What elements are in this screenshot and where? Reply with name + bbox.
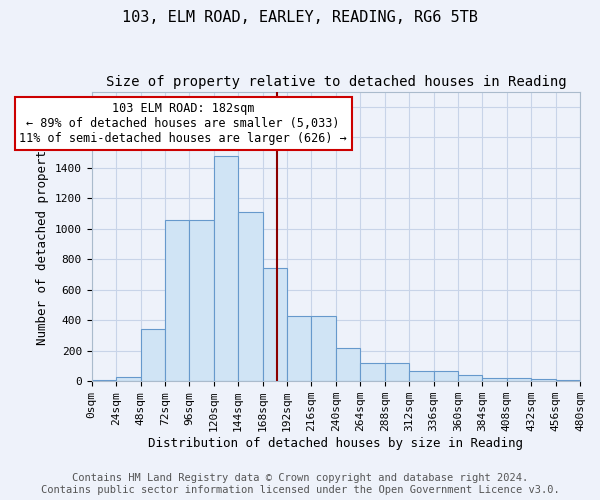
Bar — [336, 348, 360, 381]
Bar — [531, 379, 556, 381]
Bar — [311, 316, 336, 381]
Bar — [214, 156, 238, 381]
Bar — [458, 375, 482, 381]
Bar — [190, 220, 214, 381]
Bar — [556, 380, 580, 381]
Bar — [92, 380, 116, 381]
Text: 103, ELM ROAD, EARLEY, READING, RG6 5TB: 103, ELM ROAD, EARLEY, READING, RG6 5TB — [122, 10, 478, 25]
Bar — [409, 370, 434, 381]
Text: Contains HM Land Registry data © Crown copyright and database right 2024.
Contai: Contains HM Land Registry data © Crown c… — [41, 474, 559, 495]
Bar — [434, 370, 458, 381]
Bar — [263, 268, 287, 381]
Bar — [507, 378, 531, 381]
Bar — [238, 212, 263, 381]
Y-axis label: Number of detached properties: Number of detached properties — [37, 128, 49, 345]
Bar — [360, 363, 385, 381]
Bar — [116, 376, 140, 381]
Bar — [165, 220, 190, 381]
Title: Size of property relative to detached houses in Reading: Size of property relative to detached ho… — [106, 75, 566, 89]
Bar — [385, 363, 409, 381]
Text: 103 ELM ROAD: 182sqm
← 89% of detached houses are smaller (5,033)
11% of semi-de: 103 ELM ROAD: 182sqm ← 89% of detached h… — [19, 102, 347, 145]
Bar — [287, 316, 311, 381]
X-axis label: Distribution of detached houses by size in Reading: Distribution of detached houses by size … — [148, 437, 523, 450]
Bar — [482, 378, 507, 381]
Bar — [140, 330, 165, 381]
